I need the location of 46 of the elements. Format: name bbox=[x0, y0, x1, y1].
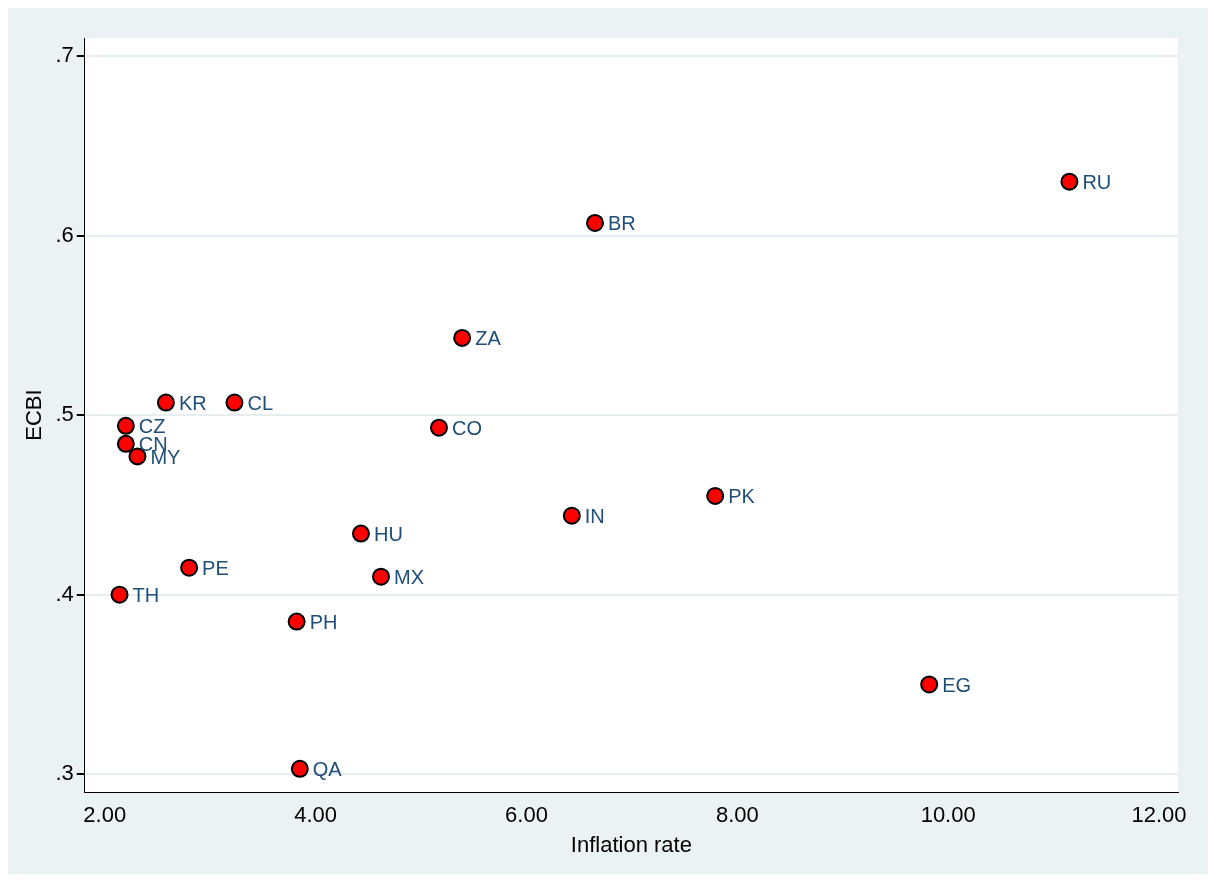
x-tick-label: 10.00 bbox=[920, 802, 976, 828]
x-tick-label: 12.00 bbox=[1131, 802, 1187, 828]
annotation: IN bbox=[584, 505, 605, 528]
point bbox=[706, 486, 725, 505]
annotation: HU bbox=[373, 523, 403, 546]
point bbox=[429, 418, 448, 437]
x-axis-title: Inflation rate bbox=[570, 831, 692, 857]
annotation: CZ bbox=[138, 415, 166, 438]
annotation: KR bbox=[178, 392, 207, 415]
annotation: CL bbox=[247, 392, 274, 415]
point bbox=[116, 434, 135, 453]
point bbox=[116, 416, 135, 435]
annotation: RU bbox=[1082, 171, 1112, 194]
y-axis-title: ECBI bbox=[21, 389, 47, 441]
x-tick-label: 8.00 bbox=[715, 802, 759, 828]
annotation: MX bbox=[393, 566, 424, 589]
y-tick-label: .4 bbox=[55, 580, 74, 606]
point bbox=[351, 524, 370, 543]
annotation: EG bbox=[942, 673, 972, 696]
annotation: QA bbox=[312, 758, 343, 781]
y-tick-label: .3 bbox=[55, 760, 74, 786]
y-tick-label: .5 bbox=[55, 401, 74, 427]
x-tick-label: 2.00 bbox=[83, 802, 127, 828]
point bbox=[290, 759, 309, 778]
point bbox=[920, 675, 939, 694]
point bbox=[371, 567, 390, 586]
point bbox=[562, 506, 581, 525]
annotation: PK bbox=[728, 485, 756, 508]
y-tick-label: .7 bbox=[55, 42, 74, 68]
annotation: PH bbox=[309, 611, 338, 634]
point bbox=[225, 393, 244, 412]
annotation: ZA bbox=[475, 327, 502, 350]
annotation: CO bbox=[451, 417, 482, 440]
annotation: TH bbox=[132, 584, 160, 607]
point bbox=[156, 393, 175, 412]
point bbox=[287, 612, 306, 631]
point bbox=[110, 585, 129, 604]
point bbox=[1060, 172, 1079, 191]
annotation: BR bbox=[608, 212, 636, 235]
point bbox=[180, 558, 199, 577]
y-tick-label: .6 bbox=[55, 221, 74, 247]
x-tick-label: 6.00 bbox=[505, 802, 548, 828]
x-tick-label: 4.00 bbox=[294, 802, 338, 828]
annotation: PE bbox=[202, 557, 229, 580]
point bbox=[586, 213, 604, 232]
point bbox=[453, 328, 472, 347]
